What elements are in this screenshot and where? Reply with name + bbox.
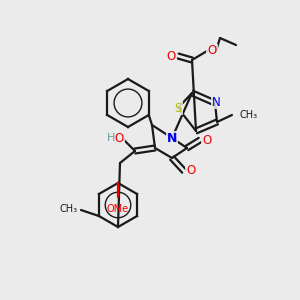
- Text: O: O: [167, 50, 176, 62]
- Text: O: O: [114, 133, 124, 146]
- Text: H: H: [107, 133, 115, 143]
- Text: CH₃: CH₃: [239, 110, 257, 120]
- Text: CH₃: CH₃: [60, 204, 78, 214]
- Text: S: S: [174, 101, 182, 115]
- Text: N: N: [167, 131, 177, 145]
- Text: O: O: [186, 164, 196, 178]
- Text: O: O: [207, 44, 217, 58]
- Text: OMe: OMe: [107, 204, 129, 214]
- Text: O: O: [202, 134, 211, 146]
- Text: N: N: [212, 95, 220, 109]
